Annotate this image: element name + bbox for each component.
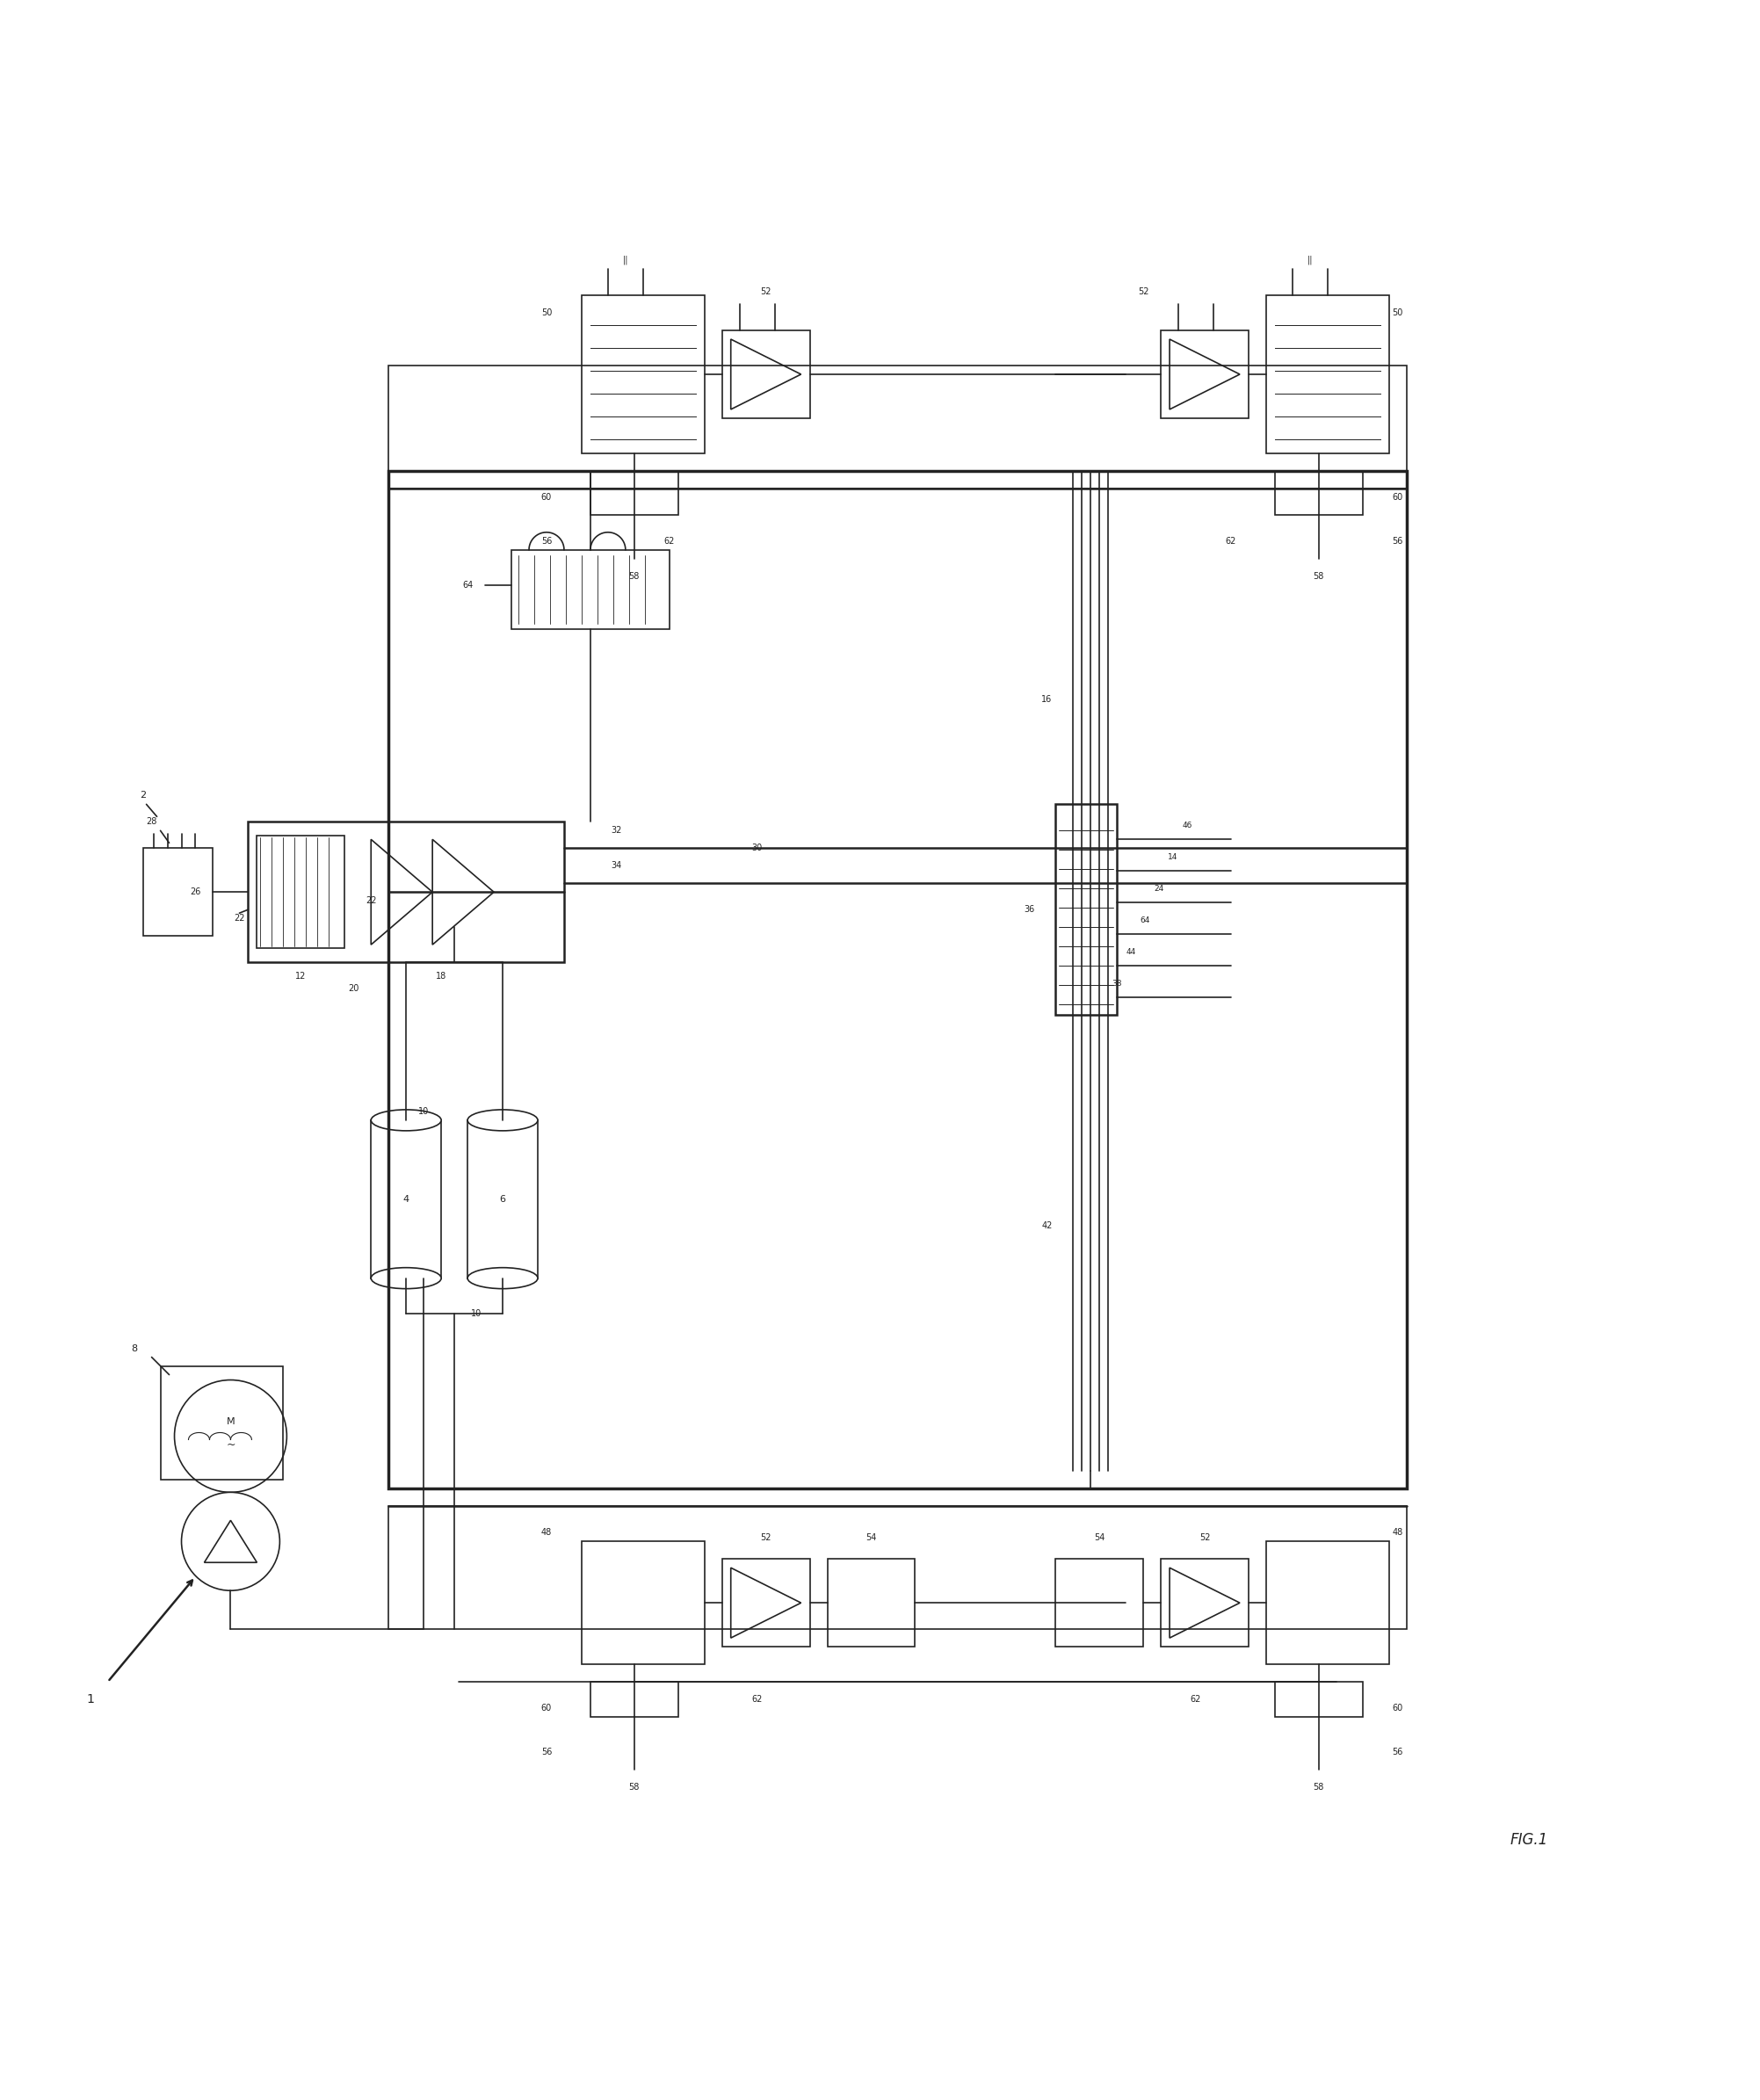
Bar [581, 296, 704, 454]
Text: 52: 52 [1137, 288, 1149, 296]
Text: FIG.1: FIG.1 [1510, 1831, 1549, 1848]
Bar [590, 470, 678, 514]
Circle shape [181, 1493, 280, 1590]
Bar [389, 365, 1406, 489]
Text: 12: 12 [296, 972, 306, 981]
Text: 14: 14 [1169, 853, 1177, 861]
Text: 20: 20 [348, 985, 359, 993]
Bar [257, 836, 345, 949]
Text: 56: 56 [1392, 1747, 1403, 1756]
Text: 64: 64 [463, 580, 473, 590]
Text: 8: 8 [130, 1344, 137, 1352]
Bar [1265, 1541, 1389, 1665]
Bar [590, 1682, 678, 1718]
Ellipse shape [371, 1109, 442, 1130]
Text: 60: 60 [1392, 493, 1403, 502]
Text: 54: 54 [1095, 1533, 1105, 1541]
Text: 62: 62 [664, 538, 674, 546]
Text: 2: 2 [139, 792, 146, 800]
Ellipse shape [468, 1268, 539, 1289]
Bar [160, 1365, 283, 1480]
Text: 46: 46 [1183, 821, 1192, 830]
Bar [248, 821, 563, 962]
Text: 60: 60 [540, 1703, 553, 1711]
Bar [722, 330, 810, 418]
Text: 60: 60 [1392, 1703, 1403, 1711]
Ellipse shape [371, 1268, 442, 1289]
Circle shape [174, 1380, 287, 1493]
Text: 58: 58 [628, 1783, 639, 1791]
Text: 6: 6 [500, 1195, 505, 1203]
Bar [827, 1558, 915, 1646]
Text: 34: 34 [611, 861, 621, 869]
Bar [722, 1558, 810, 1646]
Text: 18: 18 [436, 972, 447, 981]
Text: 38: 38 [1112, 979, 1121, 987]
Bar [389, 470, 1406, 1489]
Text: 50: 50 [540, 309, 553, 317]
Text: 56: 56 [540, 1747, 553, 1756]
Text: 62: 62 [752, 1695, 762, 1703]
Text: 52: 52 [1199, 1533, 1211, 1541]
Text: 28: 28 [146, 817, 157, 825]
Text: 42: 42 [1042, 1220, 1052, 1231]
Text: 58: 58 [1313, 571, 1324, 580]
Bar [143, 848, 213, 937]
Text: 48: 48 [1392, 1529, 1403, 1537]
Text: 16: 16 [1042, 695, 1052, 704]
Text: 62: 62 [1190, 1695, 1202, 1703]
Bar [1162, 330, 1248, 418]
Text: ~: ~ [225, 1438, 236, 1451]
Bar [512, 550, 669, 628]
Text: 4: 4 [403, 1195, 410, 1203]
Text: 10: 10 [419, 1107, 429, 1115]
Text: 48: 48 [540, 1529, 553, 1537]
Text: 56: 56 [1392, 538, 1403, 546]
Text: 62: 62 [1225, 538, 1237, 546]
Bar [389, 1506, 1406, 1630]
Text: 36: 36 [1024, 905, 1035, 913]
Text: 30: 30 [752, 844, 762, 853]
Text: 22: 22 [366, 897, 377, 905]
Bar [371, 1119, 442, 1279]
Text: 64: 64 [1140, 916, 1149, 924]
Text: 26: 26 [190, 888, 201, 897]
Ellipse shape [468, 1109, 539, 1130]
Text: 54: 54 [866, 1533, 876, 1541]
Text: 44: 44 [1126, 947, 1135, 956]
Text: 52: 52 [760, 288, 771, 296]
Bar [581, 1541, 704, 1665]
Text: 50: 50 [1392, 309, 1403, 317]
Bar [1274, 1682, 1362, 1718]
Text: 52: 52 [760, 1533, 771, 1541]
Text: ||: || [1308, 256, 1313, 265]
Text: 58: 58 [1313, 1783, 1324, 1791]
Text: 10: 10 [472, 1308, 482, 1317]
Bar [1162, 1558, 1248, 1646]
Text: 24: 24 [1155, 884, 1163, 892]
Text: 56: 56 [540, 538, 553, 546]
Text: 1: 1 [86, 1693, 93, 1705]
Text: 60: 60 [540, 493, 553, 502]
Bar [1274, 470, 1362, 514]
Bar [1056, 1558, 1144, 1646]
Bar [1265, 296, 1389, 454]
Bar [468, 1119, 539, 1279]
Bar [389, 470, 1406, 1489]
Text: 58: 58 [628, 571, 639, 580]
Text: 22: 22 [234, 914, 245, 922]
Text: ||: || [623, 256, 628, 265]
Text: 32: 32 [611, 825, 623, 836]
Bar [1056, 804, 1118, 1014]
Text: M: M [227, 1418, 234, 1426]
